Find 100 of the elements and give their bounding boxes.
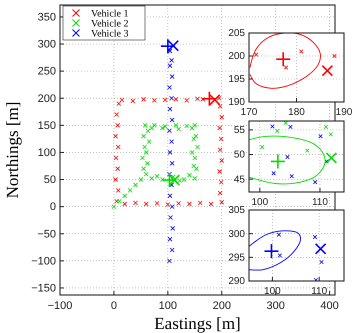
point (271, 171, 276, 176)
point (114, 155, 118, 160)
x-tick-label: 300 (266, 300, 285, 312)
point (217, 169, 222, 174)
point (218, 180, 224, 185)
point (285, 154, 290, 160)
y-tick-label: 45 (234, 174, 246, 186)
point (141, 166, 146, 172)
point (328, 132, 333, 137)
point (116, 101, 122, 106)
point (170, 118, 175, 122)
point (170, 204, 175, 210)
point (114, 198, 120, 204)
point (169, 96, 174, 101)
point (142, 122, 148, 128)
point (289, 174, 294, 178)
point (198, 200, 203, 206)
point (162, 124, 168, 129)
y-tick-label: 55 (234, 125, 246, 136)
point (130, 98, 136, 104)
point (190, 150, 195, 155)
point (174, 96, 178, 102)
x-tick-label: 400 (320, 300, 339, 312)
point (167, 172, 172, 177)
point (276, 232, 282, 237)
point (168, 215, 173, 220)
point (144, 160, 150, 166)
point (275, 51, 291, 68)
point (170, 160, 175, 166)
point (152, 98, 157, 103)
point (275, 128, 280, 134)
point (160, 177, 165, 182)
point (115, 122, 120, 128)
point (218, 104, 223, 109)
y-axis-title: Northings [m] (3, 102, 22, 198)
point (168, 106, 172, 112)
point (184, 98, 190, 103)
point (326, 152, 338, 164)
point (193, 134, 198, 139)
point (299, 49, 304, 54)
y-tick-label: 100 (38, 146, 56, 159)
point (141, 96, 146, 102)
y-tick-label: −150 (31, 282, 56, 294)
point (174, 122, 178, 128)
point (165, 202, 170, 207)
y-tick-label: 205 (228, 28, 246, 40)
point (314, 243, 326, 255)
point (168, 193, 172, 198)
point (314, 278, 318, 281)
point (115, 166, 120, 172)
point (168, 63, 172, 68)
point (169, 139, 174, 144)
point (112, 204, 116, 210)
point (187, 202, 192, 206)
point (113, 177, 118, 182)
y-tick-label: 150 (38, 120, 56, 132)
point (332, 54, 337, 58)
point (144, 150, 149, 155)
point (260, 144, 264, 150)
point (191, 164, 196, 168)
point (219, 158, 224, 163)
x-axis-title: Eastings [m] (154, 314, 241, 333)
y-tick-label: 195 (228, 74, 246, 86)
point (324, 124, 328, 130)
point (278, 253, 282, 258)
y-tick-label: −50 (37, 228, 56, 240)
point (218, 190, 223, 196)
point (218, 136, 224, 142)
x-tick-label: 110 (312, 197, 328, 208)
x-tick-label: 110 (311, 286, 328, 298)
y-tick-label: −100 (31, 255, 56, 268)
point (122, 202, 128, 206)
line-series (250, 33, 321, 89)
y-tick-label: 300 (38, 38, 56, 51)
point (312, 234, 318, 240)
x-tick-label: 100 (158, 300, 178, 312)
point (142, 144, 148, 150)
point (154, 200, 160, 206)
y-tick-label: 295 (228, 252, 246, 264)
point (176, 200, 182, 206)
point (145, 128, 150, 134)
point (113, 134, 118, 139)
point (149, 126, 154, 130)
point (168, 174, 180, 186)
point (144, 172, 149, 177)
y-tick-label: 50 (44, 174, 56, 186)
point (168, 236, 172, 242)
point (170, 226, 176, 231)
point (170, 74, 175, 79)
y-tick-label: 290 (228, 276, 246, 288)
point (133, 200, 138, 206)
point (191, 136, 196, 142)
point (218, 147, 223, 152)
point (270, 154, 286, 170)
point (170, 248, 175, 252)
point (318, 134, 323, 138)
x-tick-label: 170 (240, 107, 258, 118)
y-tick-label: 350 (38, 11, 56, 24)
point (324, 159, 329, 164)
point (195, 144, 200, 150)
